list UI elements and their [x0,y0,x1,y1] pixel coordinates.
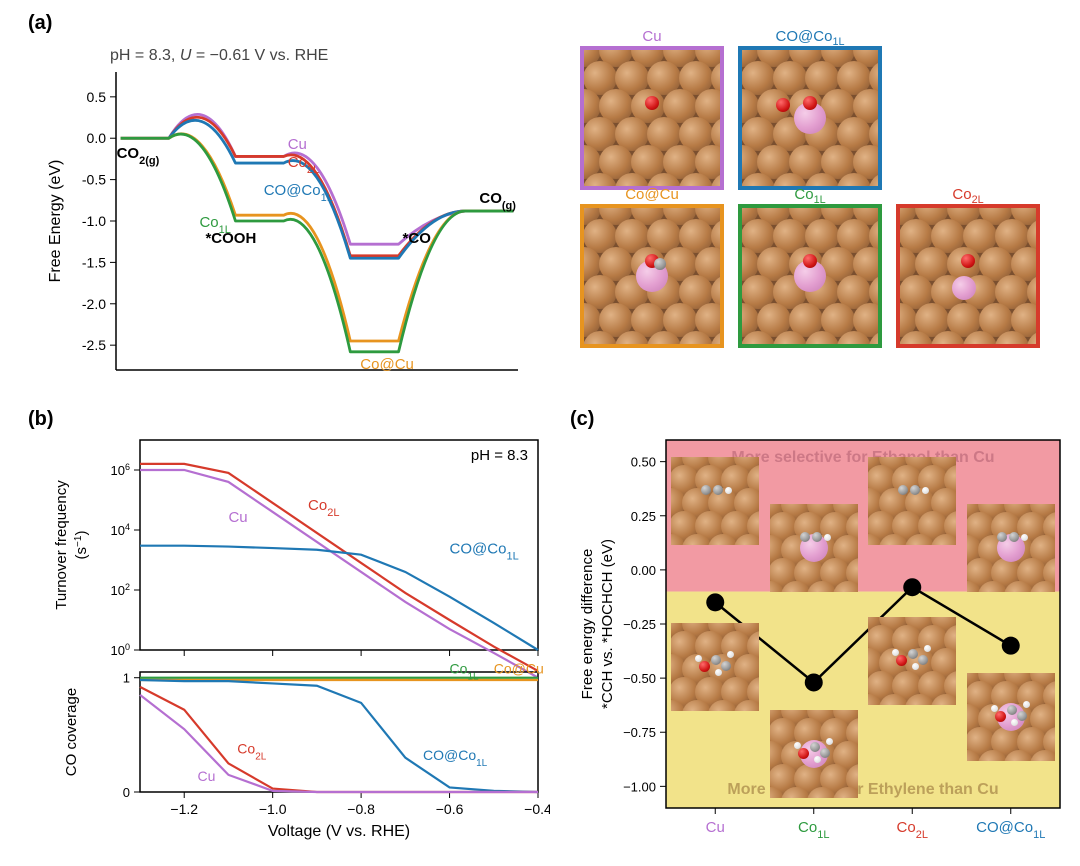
structure-label: Cu [584,28,720,45]
svg-text:102: 102 [111,582,130,598]
svg-text:*CCH vs. *HOCHCH (eV): *CCH vs. *HOCHCH (eV) [599,539,616,709]
svg-text:106: 106 [111,462,130,478]
svg-text:pH = 8.3, U = −0.61 V vs. RHE: pH = 8.3, U = −0.61 V vs. RHE [110,47,328,64]
structure-Cu: Cu [580,46,724,190]
svg-text:(s−1): (s−1) [73,531,91,560]
structure-CO_at_Co1L: CO@Co1L [738,46,882,190]
structure-tile [770,710,858,798]
svg-text:−0.6: −0.6 [436,801,464,817]
svg-text:*CO: *CO [403,230,432,247]
svg-text:Co2L: Co2L [237,741,266,763]
svg-text:More selective for Ethylene th: More selective for Ethylene than Cu [727,781,998,798]
structure-tile [868,457,956,545]
structure-Co1L: Co1L [738,204,882,348]
svg-text:Free energy difference: Free energy difference [579,549,596,700]
svg-text:0.5: 0.5 [87,89,107,105]
structure-tile [868,617,956,705]
structure-label: Co2L [900,186,1036,206]
svg-text:Co2L: Co2L [897,819,928,841]
structure-label: Co@Cu [584,186,720,203]
svg-text:−0.4: −0.4 [524,801,550,817]
svg-text:−0.50: −0.50 [623,671,656,686]
structure-tile [671,457,759,545]
svg-text:CO coverage: CO coverage [63,688,80,776]
svg-text:−0.25: −0.25 [623,617,656,632]
svg-text:−1.0: −1.0 [259,801,287,817]
svg-text:Voltage (V vs. RHE): Voltage (V vs. RHE) [268,823,410,840]
svg-text:Cu: Cu [706,819,725,836]
structure-label: Co1L [742,186,878,206]
svg-text:0.0: 0.0 [87,130,107,146]
svg-text:Cu: Cu [197,768,215,784]
svg-text:0.00: 0.00 [631,563,656,578]
svg-text:Co2L: Co2L [288,154,319,176]
structure-Co_at_Cu: Co@Cu [580,204,724,348]
structure-tile [770,504,858,592]
svg-text:Co@Cu: Co@Cu [360,356,414,373]
svg-text:-0.5: -0.5 [82,172,106,188]
svg-text:104: 104 [111,522,130,538]
svg-text:Cu: Cu [228,509,247,526]
svg-text:-1.0: -1.0 [82,213,106,229]
panel-c-chart: −1.00 −0.75 −0.50 −0.25 0.00 0.25 0.50 Free ene… [570,420,1070,850]
svg-text:-2.0: -2.0 [82,296,106,312]
svg-text:Co2L: Co2L [308,497,339,519]
panel-b-chart: 100 102 104 106 Turnover frequency(s−1) pH = … [40,420,550,850]
svg-text:0: 0 [123,785,130,800]
svg-text:100: 100 [111,642,130,658]
svg-text:−0.75: −0.75 [623,725,656,740]
structure-tile [967,504,1055,592]
structure-tile [671,623,759,711]
svg-text:1: 1 [123,671,130,686]
svg-text:Co@Cu: Co@Cu [494,661,544,677]
panel-a-structures: CuCO@Co1LCo@CuCo1LCo2L [580,46,1040,348]
svg-text:CO@Co1L: CO@Co1L [450,541,519,563]
svg-text:−0.8: −0.8 [347,801,375,817]
structure-Co2L: Co2L [896,204,1040,348]
structure-label: CO@Co1L [742,28,878,48]
svg-text:CO@Co1L: CO@Co1L [976,819,1045,841]
svg-text:0.25: 0.25 [631,509,656,524]
svg-text:0.50: 0.50 [631,455,656,470]
svg-text:Turnover frequency: Turnover frequency [53,480,70,610]
svg-text:Co1L: Co1L [798,819,829,841]
svg-text:−1.2: −1.2 [170,801,198,817]
svg-text:pH = 8.3: pH = 8.3 [471,447,528,464]
svg-text:-2.5: -2.5 [82,337,106,353]
svg-text:CO2(g): CO2(g) [117,145,160,167]
svg-text:CO(g): CO(g) [479,190,516,212]
structure-tile [967,673,1055,761]
panel-a-chart: pH = 8.3, U = −0.61 V vs. RHE -2.5 -2.0 -1.… [40,30,530,390]
svg-text:CO@Co1L: CO@Co1L [423,747,488,769]
svg-text:-1.5: -1.5 [82,254,106,270]
svg-text:−1.00: −1.00 [623,779,656,794]
svg-text:Free Energy (eV): Free Energy (eV) [47,160,64,283]
svg-text:Cu: Cu [288,136,307,153]
